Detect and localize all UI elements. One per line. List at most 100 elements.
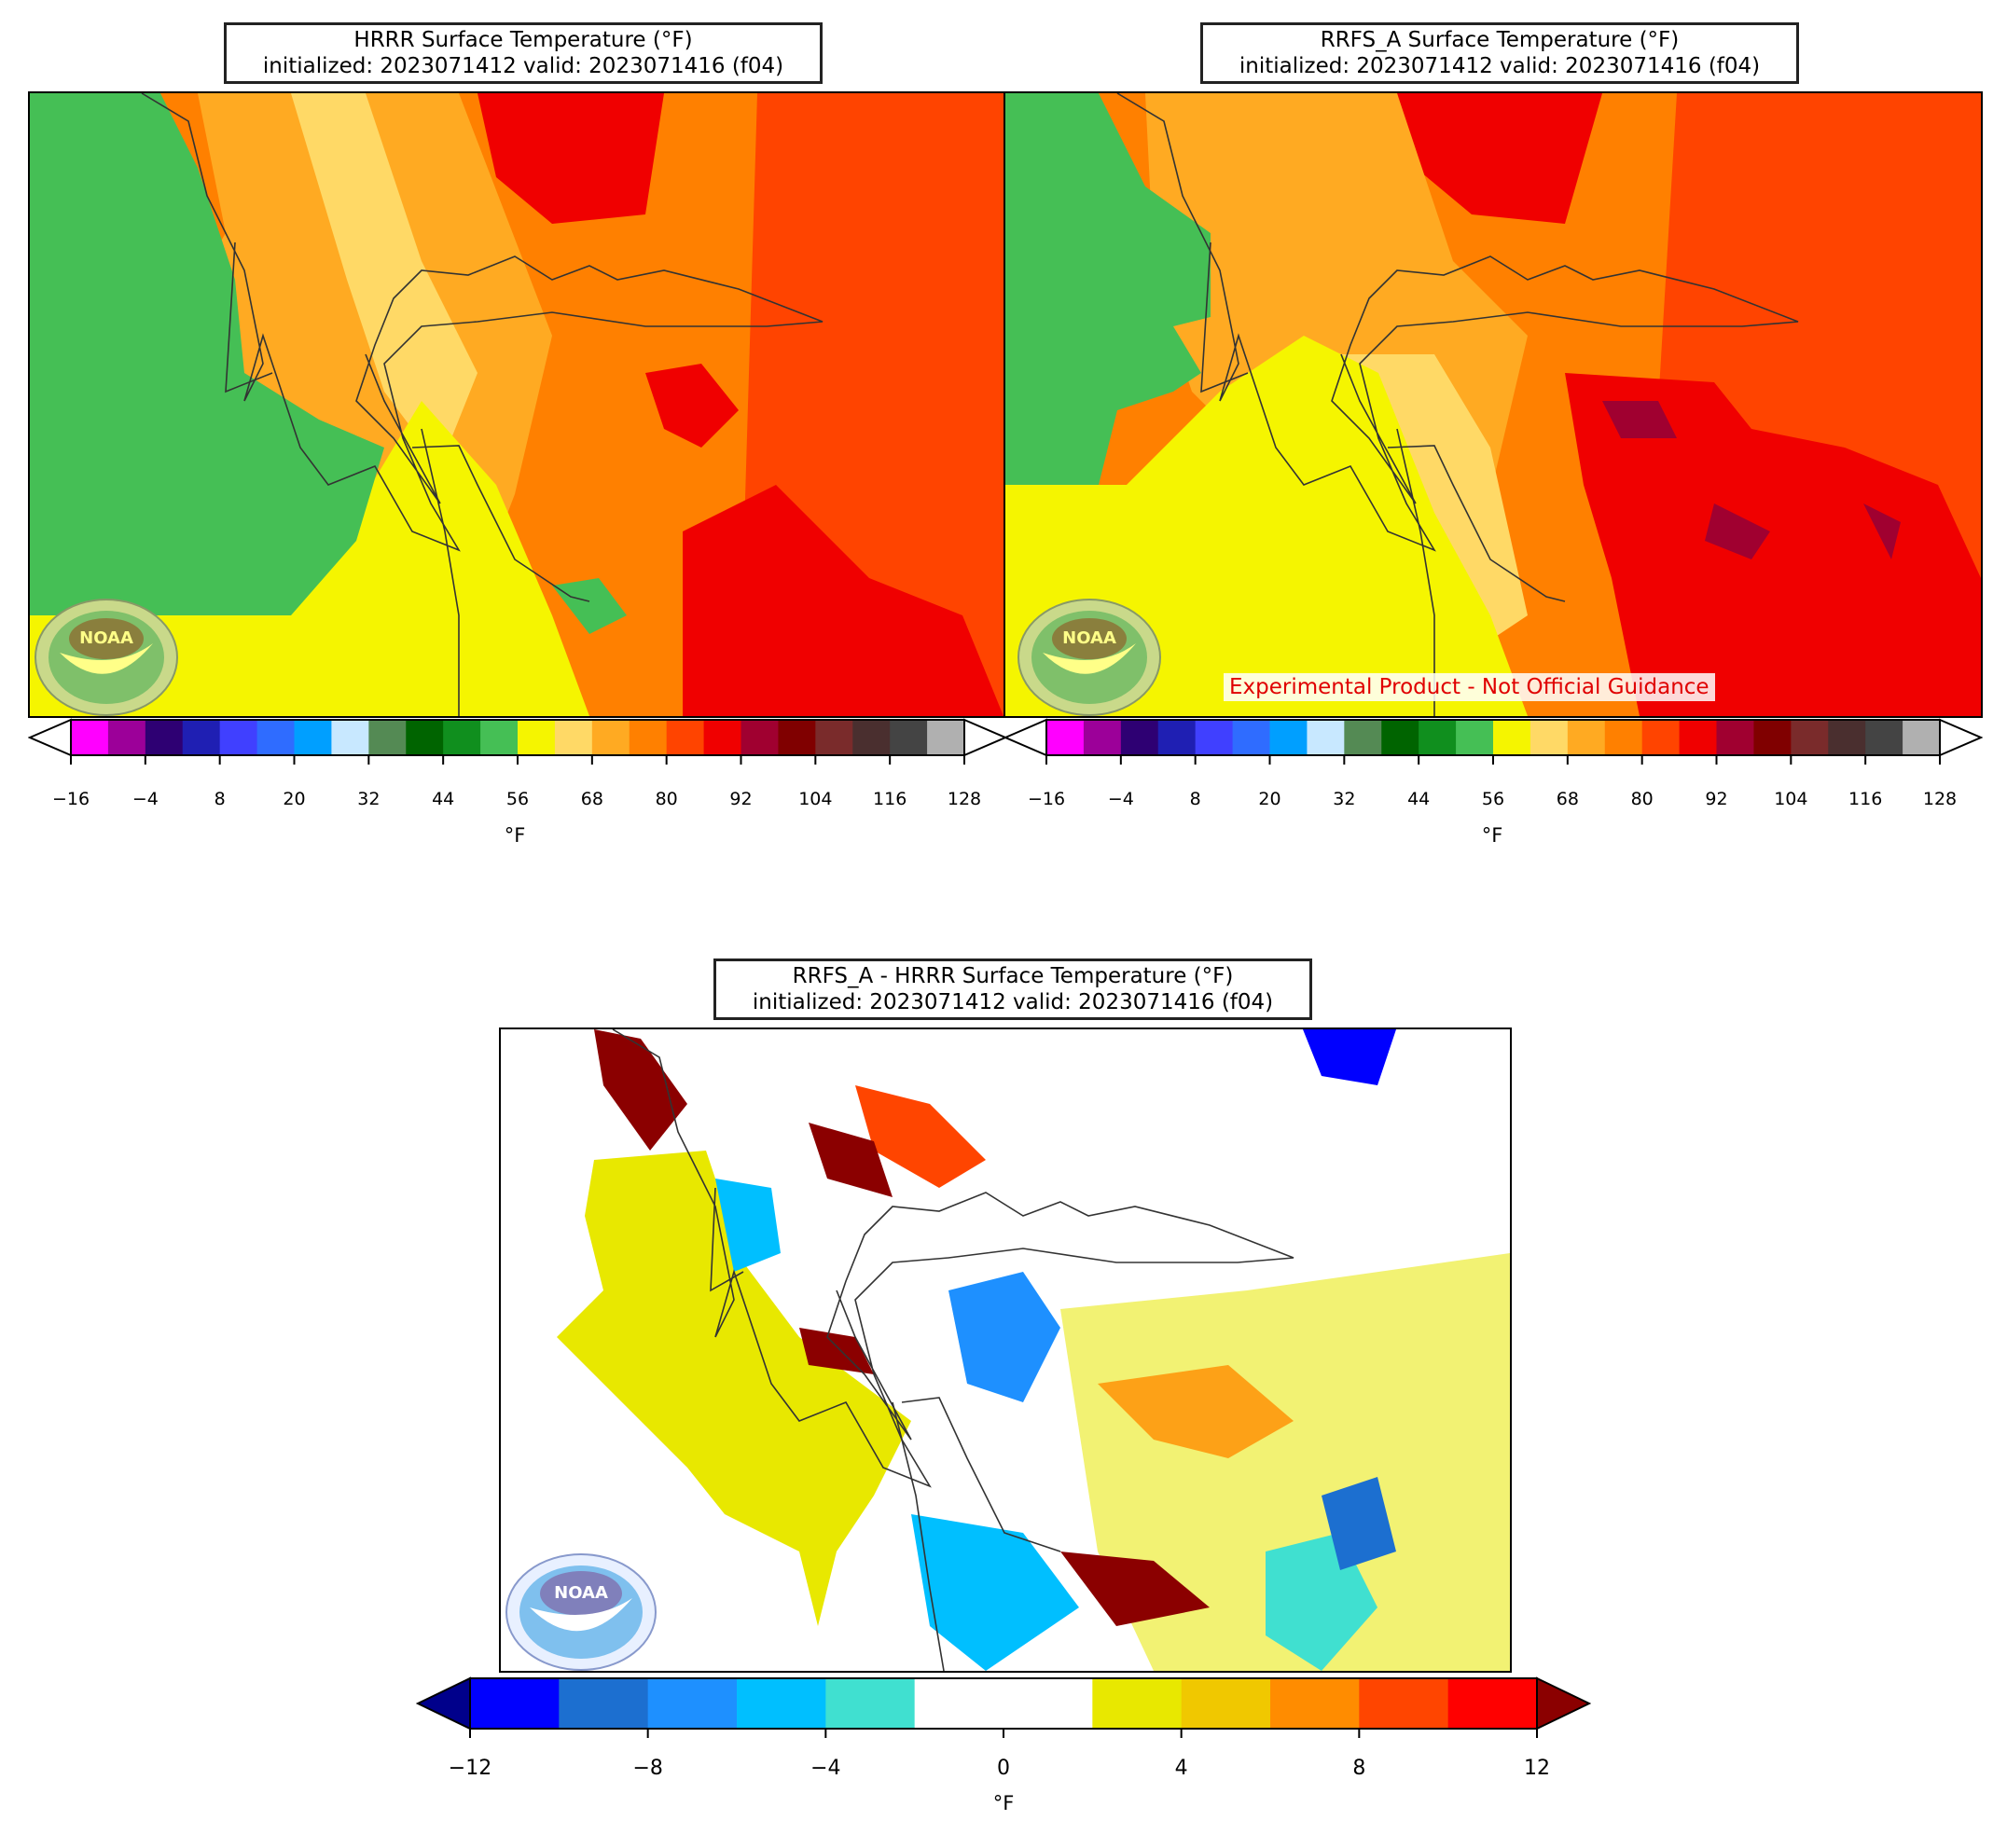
rrfs-colorbar-tick-label: 20 — [1258, 789, 1281, 809]
hrrr-colorbar-tick-label: 20 — [283, 789, 306, 809]
rrfs-colorbar-swatch — [1641, 720, 1681, 755]
diff-colorbar-tick-label: 4 — [1174, 1757, 1188, 1780]
diff-colorbar-tick-label: −12 — [448, 1757, 492, 1780]
hrrr-noaa-logo: NOAA — [32, 597, 181, 722]
rrfs-colorbar-swatch — [1344, 720, 1382, 755]
diff-noaa-logo-text: NOAA — [554, 1583, 608, 1603]
diff-coastline-4 — [710, 1187, 744, 1292]
hrrr-colorbar-swatch — [71, 720, 109, 755]
diff-region-blue-south — [1322, 1477, 1396, 1570]
diff-colorbar-swatch — [1270, 1678, 1360, 1729]
diff-coastline-2 — [892, 1401, 945, 1671]
rrfs-colorbar-swatch — [1865, 720, 1903, 755]
hrrr-colorbar — [27, 718, 1008, 778]
hrrr-colorbar-under-arrow — [27, 718, 72, 757]
rrfs-colorbar-tick-label: 128 — [1922, 789, 1958, 809]
hrrr-colorbar-swatch — [629, 720, 668, 755]
hrrr-coastline-3 — [411, 445, 590, 602]
diff-colorbar-swatch — [1181, 1678, 1271, 1729]
diff-colorbar-tick-labels: −12 −8 −4 0 4 8 12 — [416, 1757, 1591, 1785]
rrfs-colorbar-swatch — [1083, 720, 1122, 755]
rrfs-noaa-logo-svg: NOAA — [1017, 599, 1161, 716]
rrfs-colorbar-swatch — [1269, 720, 1308, 755]
rrfs-colorbar-over-arrow — [1939, 718, 1984, 757]
diff-colorbar-tick-label: −4 — [810, 1757, 841, 1780]
rrfs-colorbar — [1003, 718, 1984, 778]
diff-region-blue-north — [1303, 1029, 1396, 1085]
hrrr-colorbar-swatch — [294, 720, 332, 755]
hrrr-colorbar-tick-label: 128 — [947, 789, 982, 809]
rrfs-colorbar-tick-label: 56 — [1481, 789, 1505, 809]
hrrr-noaa-logo-svg: NOAA — [35, 599, 178, 716]
diff-colorbar-swatch — [825, 1678, 916, 1729]
rrfs-colorbar-swatch — [1903, 720, 1941, 755]
hrrr-region-hot-north — [478, 93, 664, 224]
diff-colorbar-swatch — [470, 1678, 560, 1729]
hrrr-colorbar-tick-label: 92 — [729, 789, 753, 809]
hrrr-region-mild-band — [291, 93, 478, 466]
hrrr-colorbar-swatch — [815, 720, 853, 755]
rrfs-colorbar-tick-label: 44 — [1407, 789, 1431, 809]
rrfs-coastline-2 — [1396, 428, 1435, 716]
diff-colorbar-tick-label: −8 — [632, 1757, 663, 1780]
diff-coastline — [612, 1029, 1294, 1488]
diff-colorbar-swatch — [1004, 1678, 1093, 1729]
diff-region-darkred-4 — [1060, 1551, 1210, 1626]
rrfs-colorbar-tick-label: 68 — [1556, 789, 1579, 809]
hrrr-colorbar-swatch — [443, 720, 481, 755]
diff-region-orange-center — [1098, 1365, 1294, 1458]
rrfs-coastline — [1116, 93, 1799, 552]
hrrr-colorbar-tick-label: 32 — [357, 789, 381, 809]
diff-colorbar-swatch — [559, 1678, 649, 1729]
hrrr-colorbar-swatch — [778, 720, 816, 755]
diff-title-box: RRFS_A - HRRR Surface Temperature (°F) i… — [713, 958, 1312, 1020]
hrrr-region-hot-southeast — [683, 485, 1004, 716]
hrrr-colorbar-swatch — [182, 720, 221, 755]
rrfs-title-line2: initialized: 2023071412 valid: 202307141… — [1239, 54, 1761, 78]
rrfs-colorbar-tick-label: 8 — [1189, 789, 1201, 809]
diff-region-cyan-south — [911, 1514, 1079, 1671]
hrrr-region-hot-center — [645, 364, 739, 448]
diff-colorbar-swatch — [914, 1678, 1004, 1729]
hrrr-colorbar-swatch — [703, 720, 741, 755]
rrfs-colorbar-swatch — [1604, 720, 1643, 755]
hrrr-noaa-logo-text: NOAA — [79, 628, 133, 648]
diff-colorbar-swatch — [1359, 1678, 1449, 1729]
hrrr-title-box: HRRR Surface Temperature (°F) initialize… — [224, 22, 823, 84]
rrfs-colorbar-swatch — [1157, 720, 1197, 755]
hrrr-colorbar-tick-label: 44 — [432, 789, 455, 809]
hrrr-colorbar-swatch — [406, 720, 444, 755]
rrfs-coastline-3 — [1387, 445, 1566, 602]
hrrr-colorbar-swatch — [107, 720, 146, 755]
hrrr-colorbar-tick-labels: −16 −4 8 20 32 44 56 68 80 92 104 116 128 — [28, 789, 1007, 817]
diff-region-darkred-1 — [594, 1029, 687, 1151]
diff-region-red-north — [855, 1085, 986, 1188]
rrfs-map-svg — [1005, 93, 1981, 716]
hrrr-region-green-patch — [552, 578, 627, 634]
hrrr-colorbar-tick-label: −4 — [131, 789, 159, 809]
hrrr-coastline-4 — [225, 241, 273, 393]
diff-colorbar-tick-label: 12 — [1524, 1757, 1550, 1780]
rrfs-colorbar-swatch — [1046, 720, 1085, 755]
hrrr-colorbar-swatch — [331, 720, 369, 755]
hrrr-colorbar-tick-label: 104 — [798, 789, 833, 809]
rrfs-colorbar-tick-labels: −16 −4 8 20 32 44 56 68 80 92 104 116 128 — [1004, 789, 1983, 817]
diff-region-yellow-east — [1060, 1253, 1510, 1671]
rrfs-colorbar-tick-label: 104 — [1774, 789, 1808, 809]
hrrr-title-line1: HRRR Surface Temperature (°F) — [353, 28, 693, 52]
rrfs-colorbar-swatch — [1791, 720, 1829, 755]
rrfs-colorbar-tick-label: −4 — [1107, 789, 1134, 809]
rrfs-region-ocean — [1005, 93, 1211, 485]
rrfs-colorbar-swatch — [1307, 720, 1345, 755]
rrfs-colorbar-swatch — [1120, 720, 1159, 755]
diff-region-turq-south — [1266, 1533, 1377, 1671]
diff-colorbar-swatch — [737, 1678, 826, 1729]
diff-colorbar-tick-label: 8 — [1352, 1757, 1366, 1780]
diff-map — [499, 1027, 1512, 1673]
rrfs-region-dark-spots — [1602, 401, 1901, 559]
diff-coastline-3 — [901, 1397, 1061, 1552]
diff-colorbar-unit: °F — [992, 1792, 1015, 1814]
rrfs-colorbar-swatch — [1195, 720, 1234, 755]
rrfs-colorbar-tick-label: 116 — [1848, 789, 1883, 809]
diff-colorbar-over-arrow — [1536, 1676, 1592, 1731]
